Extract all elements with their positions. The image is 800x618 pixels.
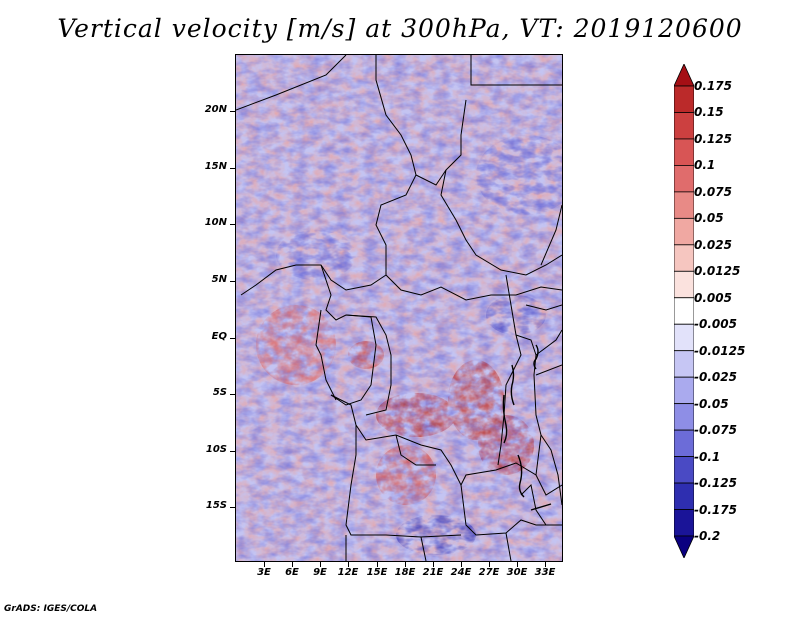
colorbar-bin: [674, 535, 694, 558]
colorbar-bin: [674, 138, 694, 166]
colorbar-label: 0.175: [694, 79, 732, 93]
longitude-tick-label: 6E: [285, 567, 299, 578]
colorbar-bin: [674, 270, 694, 299]
colorbar-label: 0.005: [694, 290, 732, 305]
colorbar-label: -0.0125: [694, 343, 746, 358]
longitude-tick-mark: [545, 562, 546, 567]
latitude-tick-mark: [230, 338, 235, 339]
latitude-tick-label: 20N: [204, 104, 227, 115]
colorbar-bin: [674, 482, 694, 510]
colorbar-bin: [674, 323, 694, 352]
latitude-tick-label: 10S: [205, 444, 227, 455]
colorbar-bin: [674, 350, 694, 378]
longitude-tick-label: 9E: [313, 567, 327, 578]
colorbar-label: 0.025: [694, 237, 732, 252]
latitude-tick-mark: [230, 224, 235, 225]
colorbar-bin: [674, 64, 694, 87]
longitude-tick-label: 27E: [478, 567, 500, 578]
colorbar-bin: [674, 297, 694, 325]
latitude-tick-mark: [230, 111, 235, 112]
longitude-tick-label: 12E: [337, 567, 359, 578]
longitude-tick-label: 15E: [366, 567, 388, 578]
colorbar-label: 0.075: [694, 184, 732, 199]
longitude-tick-label: 3E: [257, 567, 271, 578]
longitude-tick-label: 24E: [450, 567, 472, 578]
colorbar-label: -0.025: [694, 370, 737, 385]
colorbar-label: -0.1: [694, 449, 721, 464]
colorbar-bin: [674, 376, 694, 405]
colorbar-label: -0.175: [694, 502, 737, 517]
longitude-tick-mark: [433, 562, 434, 567]
latitude-tick-label: 10N: [204, 217, 227, 228]
longitude-tick-label: 33E: [534, 567, 556, 578]
longitude-tick-mark: [348, 562, 349, 567]
latitude-tick-mark: [230, 281, 235, 282]
colorbar-label: -0.05: [694, 396, 729, 411]
chart-title: Vertical velocity [m/s] at 300hPa, VT: 2…: [57, 14, 743, 43]
strong-downdraft-patches: [276, 135, 562, 555]
colorbar-bin: [674, 112, 694, 140]
lakes: [502, 344, 552, 511]
latitude-tick-label: EQ: [211, 331, 227, 342]
colorbar-bin: [674, 217, 694, 246]
colorbar-label: 0.0125: [694, 264, 741, 279]
longitude-tick-mark: [461, 562, 462, 567]
longitude-tick-label: 30E: [506, 567, 528, 578]
colorbar-bin: [674, 456, 694, 484]
latitude-tick-mark: [230, 451, 235, 452]
colorbar-bin: [674, 244, 694, 272]
grads-credit: GrADS: IGES/COLA: [4, 604, 98, 614]
colorbar-label: -0.005: [694, 317, 737, 332]
colorbar-bin: [674, 85, 694, 113]
longitude-tick-mark: [405, 562, 406, 567]
colorbar-label: -0.075: [694, 423, 737, 438]
colorbar-bin: [674, 429, 694, 457]
colorbar-bin: [674, 191, 694, 219]
latitude-tick-mark: [230, 507, 235, 508]
longitude-tick-label: 18E: [394, 567, 416, 578]
country-borders: [236, 55, 562, 561]
longitude-tick-label: 21E: [422, 567, 444, 578]
colorbar-label: -0.2: [694, 529, 721, 543]
colorbar: [674, 64, 694, 558]
colorbar-bin: [674, 165, 694, 193]
colorbar-label: 0.125: [694, 131, 732, 146]
longitude-tick-mark: [292, 562, 293, 567]
vertical-velocity-field: [236, 55, 562, 561]
latitude-tick-mark: [230, 168, 235, 169]
longitude-tick-mark: [377, 562, 378, 567]
colorbar-bin: [674, 509, 694, 537]
latitude-tick-label: 5N: [211, 274, 227, 285]
longitude-tick-mark: [517, 562, 518, 567]
colorbar-label: 0.05: [694, 211, 724, 226]
longitude-tick-mark: [320, 562, 321, 567]
colorbar-label: -0.125: [694, 476, 737, 491]
latitude-tick-label: 15S: [205, 500, 227, 511]
colorbar-label: 0.15: [694, 105, 724, 120]
latitude-tick-mark: [230, 394, 235, 395]
map-panel: [235, 54, 563, 562]
colorbar-bin: [674, 403, 694, 431]
latitude-tick-label: 5S: [212, 387, 227, 398]
longitude-tick-mark: [264, 562, 265, 567]
longitude-tick-mark: [489, 562, 490, 567]
colorbar-label: 0.1: [694, 158, 716, 173]
latitude-tick-label: 15N: [204, 161, 227, 172]
